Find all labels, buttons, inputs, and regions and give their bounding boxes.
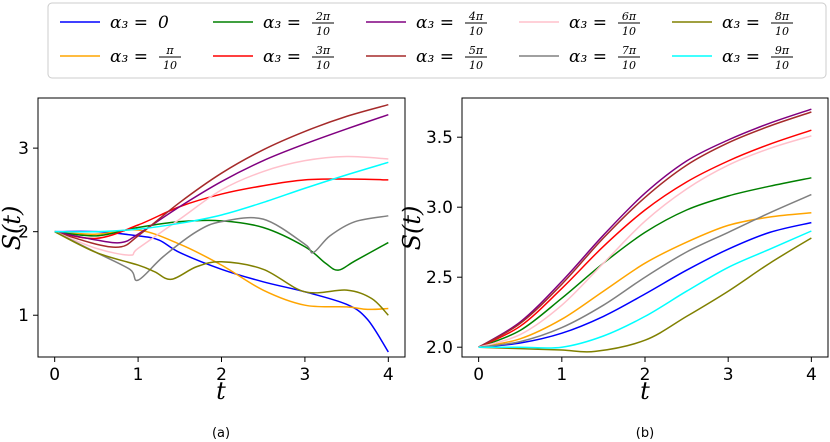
x-tick-label-b: 4 [806,365,817,385]
legend-denominator: 10 [775,25,789,38]
ticks-a: 0 1 2 3 4 1 2 3 [18,139,394,385]
x-tick-label-b: 2 [640,365,651,385]
series-line-b-5 [478,111,812,348]
y-axis-label-a: S(t) [0,206,26,251]
legend-item: α₃ = 5π 10 [366,44,487,72]
x-tick-label-b: 1 [556,365,567,385]
legend-label: α₃ = [722,13,760,33]
caption-a: (a) [212,426,230,441]
legend-item: α₃ = 9π 10 [672,44,793,72]
legend-label: α₃ = [110,13,148,33]
series-group-a [54,103,389,353]
plot-frame-b [461,97,829,358]
series-line-a-8 [54,231,389,316]
legend-numerator: 2π [315,10,331,23]
series-line-b-0 [478,221,812,348]
legend-numerator: 7π [622,44,637,57]
legend-item: α₃ = π 10 [60,44,181,72]
y-tick-label-b: 3.0 [426,198,453,218]
legend-item: α₃ = 6π 10 [519,10,640,38]
legend-numerator: 4π [468,10,484,23]
legend-label: α₃ = [263,47,301,67]
x-tick-label-b: 0 [473,365,484,385]
legend-label: α₃ = [416,13,454,33]
y-tick-label-a: 2 [18,223,29,243]
legend-item: α₃ = 8π 10 [672,10,793,38]
legend-denominator: 10 [622,59,636,72]
legend-denominator: 10 [622,25,636,38]
y-tick-label-b: 3.5 [426,128,453,148]
series-line-b-6 [478,135,812,348]
series-line-b-7 [478,193,812,348]
caption-b: (b) [636,426,654,441]
x-axis-label-a: t [216,377,226,405]
series-line-b-2 [478,177,812,348]
x-tick-label-b: 3 [723,365,734,385]
x-tick-label-a: 0 [49,365,60,385]
legend-denominator: 10 [469,25,483,38]
legend-denominator: 10 [316,25,330,38]
legend-item: α₃ = 7π 10 [519,44,640,72]
legend-denominator: 10 [316,59,330,72]
legend-item: α₃ = 3π 10 [213,44,334,72]
legend-label: α₃ = [263,13,301,33]
legend-denominator: 10 [775,59,789,72]
legend-numerator: 6π [622,10,637,23]
legend-item: α₃ = 2π 10 [213,10,334,38]
series-line-b-3 [478,129,812,348]
legend-label: α₃ = [569,47,607,67]
series-group-b [478,108,812,353]
legend-label: α₃ = [110,47,148,67]
legend-numerator: 3π [316,44,331,57]
legend-label: α₃ = [569,13,607,33]
ticks-b: 0 1 2 3 4 2.0 2.5 3.0 3.5 [426,128,817,385]
series-line-a-5 [54,103,389,249]
y-tick-label-b: 2.5 [426,268,453,288]
y-axis-label-b: S(t) [398,206,426,251]
y-tick-label-b: 2.0 [426,338,453,358]
x-axis-label-b: t [640,377,650,405]
legend-numerator: 5π [469,44,484,57]
legend-numerator: 8π [775,10,790,23]
legend-numerator: π [165,44,174,57]
series-line-a-0 [54,230,389,353]
y-tick-label-a: 1 [18,306,29,326]
legend-label: α₃ = [416,47,454,67]
legend-item: α₃ = 4π 10 [366,10,487,38]
y-tick-label-a: 3 [18,139,29,159]
chart-panel-a: 0 1 2 3 4 1 2 3 t S(t) (a) [0,97,406,441]
x-tick-label-a: 1 [133,365,144,385]
x-tick-label-a: 4 [383,365,394,385]
legend-label: α₃ = [722,47,760,67]
legend-denominator: 10 [163,59,177,72]
legend-item: α₃ = 0 [60,13,169,33]
series-line-b-8 [478,237,812,353]
x-tick-label-a: 2 [216,365,227,385]
series-line-a-4 [54,114,389,244]
legend-value: 0 [158,13,169,33]
legend-denominator: 10 [469,59,483,72]
series-line-a-6 [54,155,389,256]
plot-frame-a [37,97,406,358]
legend-numerator: 9π [775,44,790,57]
series-line-a-7 [54,215,389,282]
x-tick-label-a: 3 [299,365,310,385]
series-line-b-4 [478,108,812,348]
series-line-b-9 [478,230,812,349]
series-line-a-9 [54,161,389,233]
chart-panel-b: 0 1 2 3 4 2.0 2.5 3.0 3.5 t S(t) (b) [398,97,829,441]
